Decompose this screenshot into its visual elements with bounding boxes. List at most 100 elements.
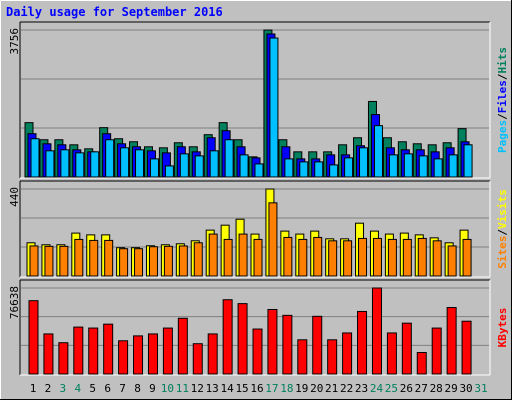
x-tick-label: 25 — [385, 382, 398, 395]
bar — [329, 164, 339, 178]
x-tick-label: 14 — [221, 382, 235, 395]
bar — [118, 340, 129, 375]
bar — [163, 245, 173, 277]
bar — [431, 327, 442, 375]
bar — [446, 307, 457, 375]
bar — [90, 151, 100, 178]
x-tick-label: 31 — [474, 382, 487, 395]
bar — [402, 238, 412, 277]
bar — [88, 327, 99, 375]
x-tick-label: 5 — [89, 382, 96, 395]
bar — [148, 246, 158, 277]
legend: Pages/Files/Hits — [496, 47, 509, 153]
x-tick-label: 12 — [191, 382, 204, 395]
bar — [313, 236, 323, 277]
bar — [194, 155, 204, 178]
x-tick-label: 23 — [355, 382, 368, 395]
bar — [386, 332, 397, 375]
bar — [254, 163, 264, 178]
bar — [237, 303, 248, 375]
legend-entry: KBytes — [496, 308, 509, 348]
bar — [284, 158, 294, 178]
x-tick-label: 28 — [430, 382, 443, 395]
bar — [447, 245, 457, 277]
bar — [371, 287, 382, 375]
bar — [268, 202, 278, 277]
bar — [358, 237, 368, 277]
bar — [192, 343, 203, 375]
bar — [43, 333, 54, 375]
x-tick-label: 11 — [176, 382, 189, 395]
bar — [448, 154, 458, 178]
bar — [59, 245, 69, 277]
bar — [224, 139, 234, 178]
x-tick-label: 29 — [445, 382, 458, 395]
legend: KBytes — [496, 308, 509, 348]
bar — [401, 322, 412, 375]
x-tick-label: 6 — [104, 382, 111, 395]
bar — [209, 150, 219, 178]
chart-title: Daily usage for September 2016 — [6, 5, 223, 19]
bar — [343, 240, 353, 277]
x-tick-label: 26 — [400, 382, 413, 395]
bar — [372, 237, 382, 277]
bar — [75, 152, 85, 178]
bar — [373, 125, 383, 178]
bar — [134, 248, 144, 277]
x-tick-label: 27 — [415, 382, 428, 395]
x-tick-label: 21 — [325, 382, 338, 395]
bar — [135, 149, 145, 178]
x-tick-label: 24 — [370, 382, 384, 395]
bar — [418, 155, 428, 178]
x-tick-label: 8 — [134, 382, 141, 395]
x-tick-label: 19 — [295, 382, 308, 395]
bar — [327, 339, 338, 375]
bar — [89, 239, 99, 277]
bar — [298, 238, 308, 277]
bar — [253, 238, 263, 277]
x-tick-label: 3 — [60, 382, 67, 395]
x-tick-label: 18 — [280, 382, 293, 395]
bar — [207, 333, 218, 375]
bar — [193, 242, 203, 277]
bar — [462, 238, 472, 277]
x-tick-label: 1 — [30, 382, 37, 395]
legend-entry: Files — [496, 80, 509, 113]
legend-entry: Sites — [496, 236, 509, 269]
bar — [283, 236, 293, 277]
bar — [344, 157, 354, 178]
bar — [417, 237, 427, 277]
x-tick-label: 4 — [74, 382, 81, 395]
x-tick-label: 20 — [310, 382, 323, 395]
bar — [44, 245, 54, 277]
bar — [416, 351, 427, 375]
x-tick-label: 13 — [206, 382, 219, 395]
x-tick-label: 17 — [265, 382, 278, 395]
bar — [28, 300, 39, 375]
bar — [252, 328, 263, 375]
bar — [222, 299, 233, 375]
bar — [403, 153, 413, 178]
bar — [29, 245, 39, 277]
bar — [104, 239, 114, 277]
bar — [388, 154, 398, 178]
x-tick-label: 22 — [340, 382, 353, 395]
bar — [103, 323, 114, 375]
bar — [60, 149, 70, 178]
bar — [30, 138, 40, 178]
bar — [312, 315, 323, 375]
y-tick-label: 76638 — [8, 286, 21, 319]
bar — [359, 147, 369, 178]
legend-entry: Pages — [496, 120, 509, 153]
bar — [74, 238, 84, 277]
legend-separator: / — [496, 229, 509, 236]
bar — [120, 147, 130, 178]
bar — [357, 310, 368, 375]
legend: Sites/Visits — [496, 189, 509, 269]
bar — [58, 342, 69, 375]
x-tick-label: 30 — [459, 382, 472, 395]
bar — [162, 327, 173, 375]
bar — [164, 165, 174, 178]
legend-separator: / — [496, 73, 509, 80]
